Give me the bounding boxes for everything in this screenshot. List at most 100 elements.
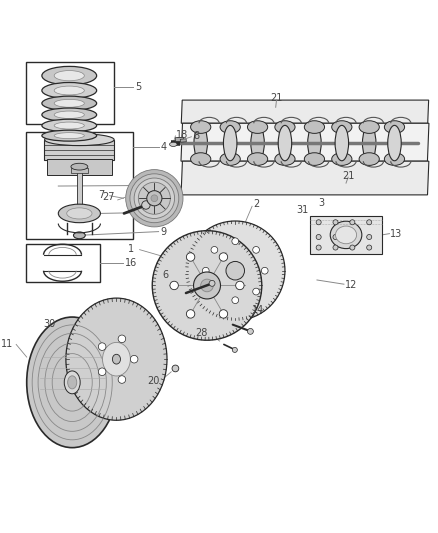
Text: 2: 2 — [253, 199, 260, 209]
Ellipse shape — [308, 125, 321, 161]
Text: 12: 12 — [345, 280, 357, 290]
Circle shape — [333, 235, 338, 239]
Text: 5: 5 — [135, 82, 141, 92]
Ellipse shape — [42, 108, 97, 122]
Text: 16: 16 — [125, 258, 137, 268]
Ellipse shape — [74, 232, 85, 239]
Text: 31: 31 — [297, 205, 309, 215]
Ellipse shape — [54, 133, 85, 139]
Ellipse shape — [278, 125, 292, 161]
Ellipse shape — [27, 317, 118, 448]
Circle shape — [236, 281, 244, 289]
Ellipse shape — [42, 67, 97, 85]
Bar — [71, 168, 88, 173]
Text: 21: 21 — [270, 93, 283, 103]
Ellipse shape — [363, 125, 376, 161]
Circle shape — [367, 235, 372, 239]
Circle shape — [316, 220, 321, 225]
Circle shape — [118, 376, 126, 383]
Bar — [175, 137, 183, 141]
Circle shape — [232, 238, 239, 245]
Circle shape — [209, 280, 215, 286]
Ellipse shape — [42, 83, 97, 99]
Ellipse shape — [194, 125, 208, 161]
Text: 11: 11 — [1, 338, 13, 349]
Bar — [26, 62, 114, 124]
Text: 3: 3 — [319, 198, 325, 208]
Ellipse shape — [113, 354, 120, 364]
Ellipse shape — [67, 376, 77, 389]
Polygon shape — [181, 161, 429, 195]
Ellipse shape — [54, 86, 85, 95]
Text: 28: 28 — [195, 328, 208, 338]
Circle shape — [232, 348, 237, 352]
Circle shape — [170, 281, 178, 289]
Ellipse shape — [332, 153, 352, 165]
Text: 8: 8 — [193, 131, 199, 141]
Circle shape — [147, 191, 162, 206]
Text: 9: 9 — [161, 227, 167, 237]
Circle shape — [253, 288, 259, 295]
Ellipse shape — [220, 153, 240, 165]
Text: 14: 14 — [252, 305, 264, 315]
Ellipse shape — [54, 111, 85, 118]
Text: 7: 7 — [99, 190, 105, 200]
Ellipse shape — [191, 121, 211, 133]
Ellipse shape — [335, 125, 349, 161]
Ellipse shape — [332, 121, 352, 133]
Ellipse shape — [54, 122, 85, 129]
Text: 21: 21 — [342, 171, 354, 181]
Bar — [44, 140, 114, 160]
Ellipse shape — [54, 70, 85, 81]
Ellipse shape — [66, 298, 167, 420]
Ellipse shape — [304, 121, 325, 133]
Circle shape — [333, 245, 338, 250]
Bar — [26, 244, 99, 282]
Text: 1: 1 — [128, 244, 134, 254]
Ellipse shape — [42, 130, 97, 141]
Polygon shape — [310, 216, 382, 254]
Text: 10: 10 — [161, 207, 173, 217]
Circle shape — [232, 297, 239, 304]
Ellipse shape — [102, 342, 131, 376]
Circle shape — [316, 235, 321, 239]
Bar — [77, 169, 82, 209]
Ellipse shape — [64, 371, 80, 394]
Ellipse shape — [359, 153, 379, 165]
Ellipse shape — [330, 221, 362, 248]
Circle shape — [202, 268, 209, 274]
Circle shape — [187, 253, 195, 261]
Circle shape — [99, 343, 106, 350]
Circle shape — [172, 365, 179, 372]
Circle shape — [350, 220, 355, 225]
Ellipse shape — [58, 204, 100, 223]
Text: 18: 18 — [176, 130, 188, 140]
Ellipse shape — [191, 153, 211, 165]
Circle shape — [211, 288, 218, 295]
Circle shape — [333, 220, 338, 225]
Circle shape — [261, 268, 268, 274]
Bar — [26, 132, 133, 239]
Circle shape — [226, 262, 244, 280]
Circle shape — [367, 220, 372, 225]
Polygon shape — [181, 100, 429, 123]
Ellipse shape — [251, 125, 264, 161]
Circle shape — [247, 328, 253, 334]
Text: 13: 13 — [390, 229, 403, 239]
Circle shape — [350, 245, 355, 250]
Ellipse shape — [45, 134, 114, 146]
Circle shape — [142, 201, 150, 209]
Circle shape — [126, 169, 183, 227]
Ellipse shape — [275, 153, 295, 165]
Polygon shape — [181, 123, 429, 161]
Ellipse shape — [247, 121, 268, 133]
Circle shape — [219, 310, 228, 318]
Circle shape — [187, 310, 195, 318]
Ellipse shape — [170, 142, 177, 147]
Circle shape — [138, 182, 170, 214]
Circle shape — [367, 245, 372, 250]
Text: 20: 20 — [147, 376, 159, 386]
Text: 6: 6 — [162, 270, 168, 279]
Ellipse shape — [388, 125, 401, 161]
Ellipse shape — [67, 208, 92, 219]
